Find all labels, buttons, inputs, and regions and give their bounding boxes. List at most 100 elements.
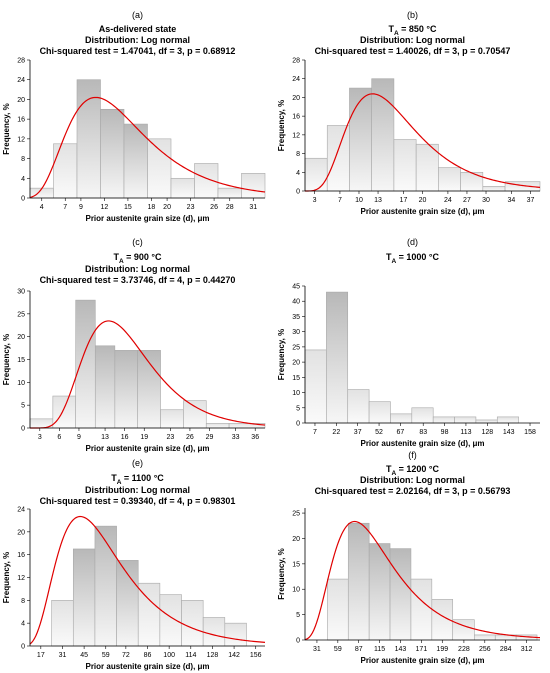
- y-tick-label: 0: [296, 421, 300, 428]
- y-tick-label: 4: [296, 170, 300, 177]
- histogram-bar: [371, 78, 395, 192]
- x-axis-label: Prior austenite grain size (d), μm: [360, 207, 484, 216]
- chart-panel-e: (e) TA = 1100 °C Distribution: Log norma…: [0, 448, 275, 673]
- histogram-bar: [410, 578, 433, 641]
- x-tick-label: 33: [232, 434, 240, 441]
- histogram-bar: [170, 177, 195, 199]
- x-tick-label: 9: [77, 434, 81, 441]
- y-tick-label: 12: [17, 136, 25, 143]
- x-tick-label: 128: [207, 652, 219, 659]
- y-tick-label: 5: [296, 612, 300, 619]
- chart-title-line: Distribution: Log normal: [85, 485, 190, 495]
- y-tick-label: 12: [292, 132, 300, 139]
- x-tick-label: 37: [527, 197, 535, 204]
- histogram-bar: [432, 416, 455, 424]
- histogram-bar: [53, 143, 78, 199]
- histogram-bar: [159, 594, 182, 647]
- x-tick-label: 7: [313, 429, 317, 436]
- histogram-bar: [438, 167, 461, 192]
- panel-label: (b): [407, 10, 418, 20]
- chart-title-line: Chi-squared test = 3.73746, df = 4, p = …: [39, 275, 236, 285]
- y-tick-label: 15: [17, 357, 25, 364]
- y-axis-label: Frequency, %: [2, 334, 11, 385]
- panel-label: (c): [132, 237, 143, 247]
- y-tick-label: 20: [292, 360, 300, 367]
- x-tick-label: 67: [397, 429, 405, 436]
- lognormal-fit-curve: [29, 515, 266, 645]
- panel-label: (e): [132, 458, 143, 468]
- histogram-bar: [160, 409, 184, 429]
- chart-panel-c: (c) TA = 900 °C Distribution: Log normal…: [0, 225, 275, 453]
- x-tick-label: 228: [458, 646, 470, 653]
- histogram-bar: [137, 582, 161, 647]
- histogram-chart: 0 4 8 12 16 20 24 17 31 45 59 72 86 100 114 128 142 156 Pr…: [2, 507, 266, 671]
- x-tick-label: 10: [355, 197, 363, 204]
- x-tick-label: 13: [374, 197, 382, 204]
- y-tick-label: 28: [292, 58, 300, 65]
- x-tick-label: 12: [101, 204, 109, 211]
- y-axis-label: Frequency, %: [277, 100, 286, 151]
- histogram-bar: [147, 138, 172, 199]
- x-tick-label: 87: [355, 646, 363, 653]
- x-axis-label: Prior austenite grain size (d), μm: [360, 439, 484, 448]
- histogram-bar: [390, 413, 413, 424]
- x-tick-label: 158: [524, 429, 536, 436]
- x-tick-label: 142: [228, 652, 240, 659]
- histogram-bar: [496, 416, 519, 424]
- y-tick-label: 15: [292, 561, 300, 568]
- y-tick-label: 15: [292, 375, 300, 382]
- lognormal-fit-curve: [304, 93, 541, 192]
- y-tick-label: 16: [17, 117, 25, 124]
- histogram-bar: [181, 600, 204, 647]
- y-tick-label: 4: [21, 621, 25, 628]
- y-tick-label: 5: [296, 405, 300, 412]
- chart-title-line: Chi-squared test = 1.40026, df = 3, p = …: [314, 46, 511, 56]
- chart-title-line: Distribution: Log normal: [360, 475, 465, 485]
- x-tick-label: 31: [249, 204, 257, 211]
- x-tick-label: 199: [436, 646, 448, 653]
- histogram-bar: [114, 350, 139, 429]
- chart-title-line: Distribution: Log normal: [360, 35, 465, 45]
- histogram-bar: [475, 419, 498, 424]
- x-tick-label: 114: [185, 652, 196, 659]
- histogram-chart: 0 5 10 15 20 25 31 59 87 115 143 171 199 228 256 284 312…: [277, 508, 541, 665]
- y-tick-label: 20: [17, 334, 25, 341]
- y-tick-label: 25: [17, 311, 25, 318]
- x-tick-label: 20: [163, 204, 171, 211]
- y-axis-label: Frequency, %: [2, 103, 11, 154]
- y-tick-label: 30: [17, 289, 25, 296]
- x-tick-label: 3: [313, 197, 317, 204]
- x-tick-label: 143: [395, 646, 407, 653]
- panel-label: (d): [407, 237, 418, 247]
- y-tick-label: 8: [296, 151, 300, 158]
- x-tick-label: 26: [210, 204, 218, 211]
- histogram-bar: [454, 416, 477, 424]
- x-tick-label: 128: [481, 429, 493, 436]
- histogram-bar: [349, 87, 372, 192]
- histogram-bar: [326, 291, 349, 424]
- x-tick-label: 7: [63, 204, 67, 211]
- x-tick-label: 9: [79, 204, 83, 211]
- x-tick-label: 27: [463, 197, 471, 204]
- x-tick-label: 36: [251, 434, 259, 441]
- chart-panel-f: (f) TA = 1200 °C Distribution: Log norma…: [275, 448, 550, 673]
- histogram-bar: [52, 395, 76, 429]
- histogram-bar: [327, 578, 349, 641]
- histogram-bar: [241, 173, 266, 199]
- x-tick-label: 4: [40, 204, 44, 211]
- chart-panel-a: (a) As-delivered state Distribution: Log…: [0, 0, 275, 225]
- x-tick-label: 143: [503, 429, 515, 436]
- x-tick-label: 17: [400, 197, 408, 204]
- lognormal-fit-curve: [29, 96, 266, 198]
- y-tick-label: 10: [17, 380, 25, 387]
- histogram-bar: [415, 143, 439, 192]
- y-tick-label: 10: [292, 390, 300, 397]
- x-tick-label: 18: [148, 204, 156, 211]
- x-tick-label: 59: [334, 646, 342, 653]
- y-tick-label: 24: [292, 76, 300, 83]
- y-tick-label: 30: [292, 329, 300, 336]
- histogram-bar: [51, 600, 74, 647]
- x-tick-label: 37: [354, 429, 362, 436]
- chart-title-line: Chi-squared test = 2.02164, df = 3, p = …: [314, 486, 511, 496]
